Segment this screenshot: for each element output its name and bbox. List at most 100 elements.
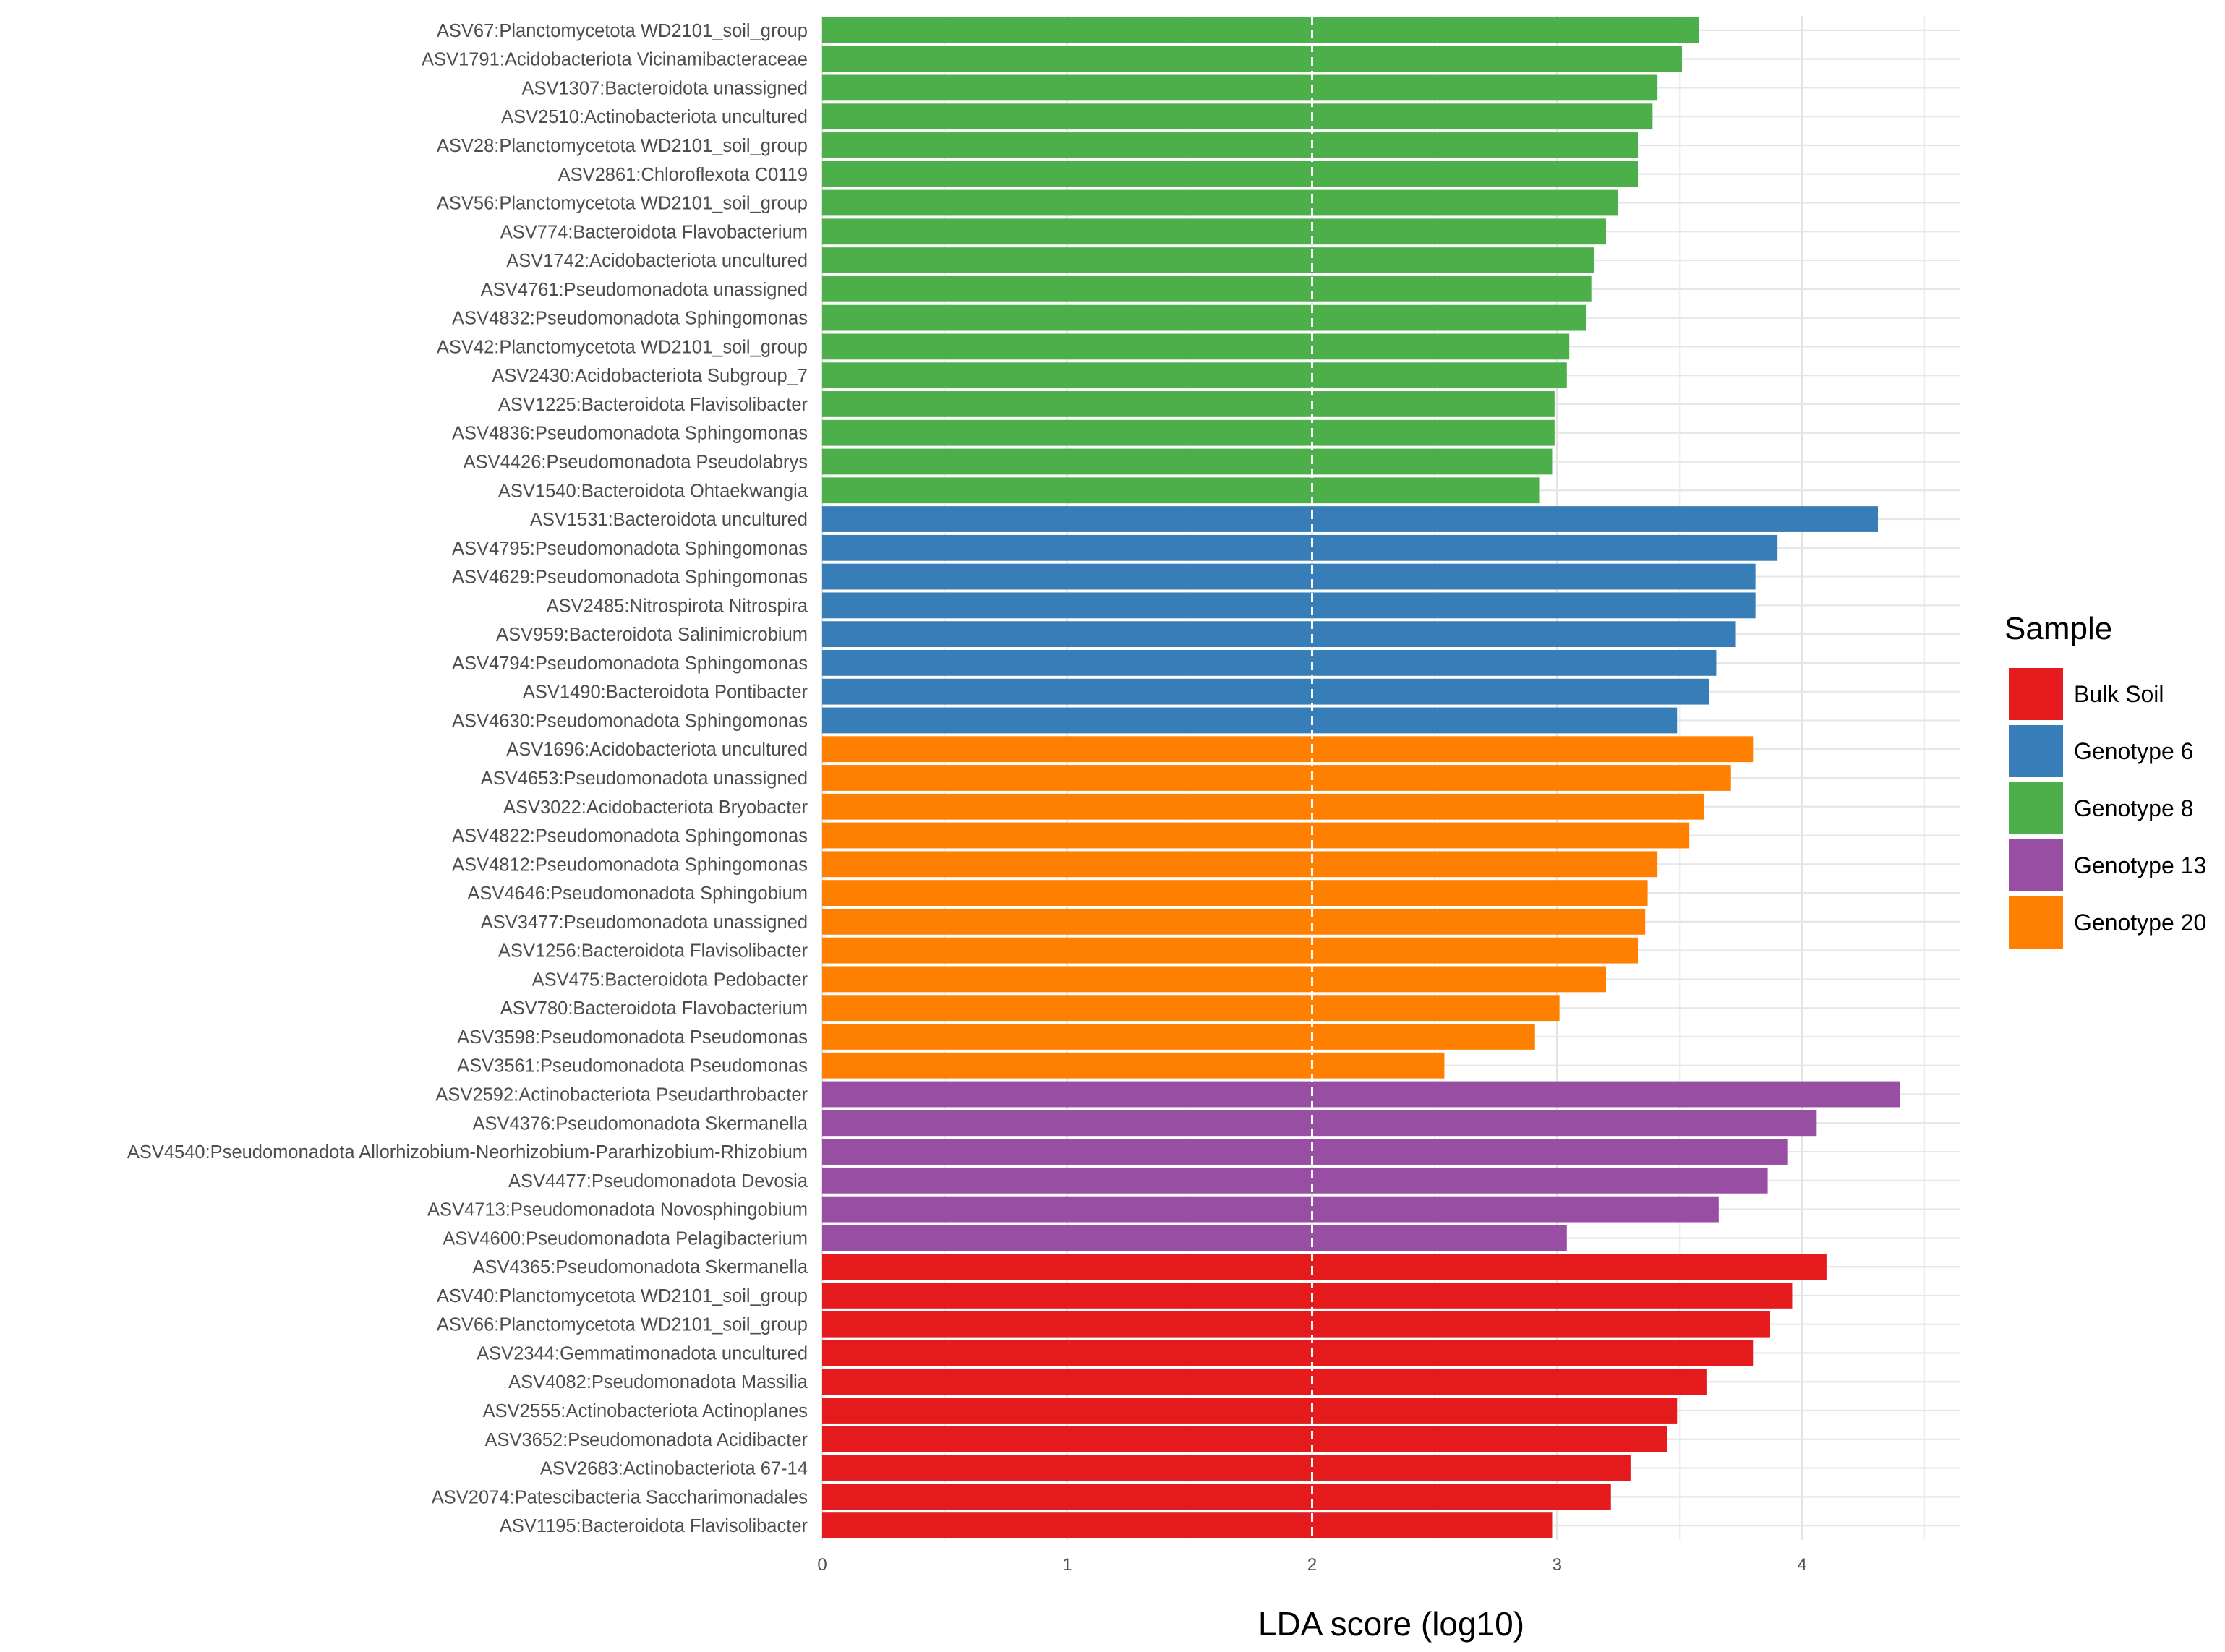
bar [822,822,1690,849]
category-label: ASV42:Planctomycetota WD2101_soil_group [437,337,808,357]
bar [822,132,1639,158]
bar [822,1024,1535,1050]
x-tick-label: 1 [1062,1555,1072,1575]
category-label: ASV2074:Patescibacteria Saccharimonadale… [432,1487,808,1507]
bar [822,1052,1445,1079]
category-label: ASV4822:Pseudomonadota Sphingomonas [452,826,808,847]
category-label: ASV1742:Acidobacteriota uncultured [506,251,808,271]
category-label: ASV3652:Pseudomonadota Acidibacter [484,1430,808,1450]
category-label: ASV2485:Nitrospirota Nitrospira [547,596,808,616]
legend-swatch [2009,725,2063,777]
bar [822,765,1731,791]
bar [822,534,1778,561]
bar [822,218,1606,245]
legend-swatch [2009,668,2063,720]
category-label: ASV28:Planctomycetota WD2101_soil_group [437,136,808,156]
bar [822,851,1658,878]
bar [822,937,1639,964]
category-label: ASV1531:Bacteroidota uncultured [530,510,808,530]
bar [822,966,1606,993]
bar [822,793,1704,820]
bar [822,1455,1631,1481]
category-label: ASV4365:Pseudomonadota Skermanella [472,1257,808,1277]
category-label: ASV1225:Bacteroidota Flavisolibacter [498,395,808,415]
legend-label: Bulk Soil [2074,681,2164,707]
legend-swatch [2009,782,2063,834]
legend-title: Sample [2004,611,2112,646]
category-label: ASV66:Planctomycetota WD2101_soil_group [437,1315,808,1335]
category-label: ASV4794:Pseudomonadota Sphingomonas [452,654,808,674]
category-label: ASV2683:Actinobacteriota 67-14 [540,1459,808,1479]
bar [822,1340,1754,1366]
category-label: ASV2861:Chloroflexota C0119 [558,165,808,185]
bar [822,995,1560,1022]
bar [822,880,1648,906]
legend-swatch [2009,896,2063,949]
bar [822,1484,1611,1510]
category-label: ASV2592:Actinobacteriota Pseudarthrobact… [435,1085,808,1105]
category-label: ASV4426:Pseudomonadota Pseudolabrys [464,452,808,472]
category-label: ASV1791:Acidobacteriota Vicinamibacterac… [422,50,808,70]
category-label: ASV40:Planctomycetota WD2101_soil_group [437,1286,808,1306]
bar [822,103,1653,130]
category-label: ASV1696:Acidobacteriota uncultured [506,740,808,760]
x-axis-title: LDA score (log10) [1258,1605,1524,1643]
bar [822,1369,1707,1395]
bar [822,304,1586,331]
category-label: ASV1490:Bacteroidota Pontibacter [523,682,808,703]
category-label: ASV2344:Gemmatimonadota uncultured [477,1343,808,1364]
category-label: ASV1307:Bacteroidota unassigned [521,78,808,98]
x-tick-label: 3 [1553,1555,1562,1575]
bars [822,17,1900,1539]
bar [822,506,1879,532]
bar [822,563,1756,590]
category-label: ASV780:Bacteroidota Flavobacterium [500,998,808,1019]
category-label: ASV1256:Bacteroidota Flavisolibacter [498,941,808,962]
category-label: ASV4795:Pseudomonadota Sphingomonas [452,539,808,559]
bar [822,161,1639,187]
bar [822,678,1709,705]
category-label: ASV4629:Pseudomonadota Sphingomonas [452,568,808,588]
bar [822,362,1567,389]
category-label: ASV4653:Pseudomonadota unassigned [481,769,808,789]
category-label: ASV4540:Pseudomonadota Allorhizobium-Neo… [127,1142,808,1163]
bar [822,1283,1793,1309]
category-label: ASV4630:Pseudomonadota Sphingomonas [452,711,808,731]
category-label: ASV2430:Acidobacteriota Subgroup_7 [492,366,808,386]
bar [822,1139,1788,1165]
bar [822,1225,1567,1251]
category-label: ASV4477:Pseudomonadota Devosia [508,1171,808,1191]
bar [822,477,1540,504]
legend-label: Genotype 6 [2074,738,2193,764]
bar [822,46,1683,72]
category-label: ASV56:Planctomycetota WD2101_soil_group [437,194,808,214]
legend: Sample Bulk Soil Genotype 6 Genotype 8 Geno… [2004,611,2206,949]
category-label: ASV4376:Pseudomonadota Skermanella [472,1113,808,1134]
bar [822,621,1736,648]
bar [822,908,1646,935]
bar [822,1426,1667,1452]
bar [822,391,1555,417]
bar [822,1512,1553,1539]
bar [822,448,1553,475]
category-label: ASV67:Planctomycetota WD2101_soil_group [437,21,808,41]
category-label: ASV3022:Acidobacteriota Bryobacter [503,797,808,818]
bar [822,419,1555,446]
category-label: ASV1195:Bacteroidota Flavisolibacter [500,1516,808,1536]
bar [822,275,1592,302]
x-tick-label: 0 [817,1555,827,1575]
x-tick-label: 2 [1307,1555,1317,1575]
category-label: ASV4600:Pseudomonadota Pelagibacterium [443,1228,808,1249]
category-label: ASV774:Bacteroidota Flavobacterium [500,222,808,242]
bar [822,1081,1900,1108]
category-label: ASV4713:Pseudomonadota Novosphingobium [427,1200,808,1220]
category-label: ASV2555:Actinobacteriota Actinoplanes [483,1401,808,1421]
x-tick-label: 4 [1797,1555,1806,1575]
bar [822,707,1678,734]
bar [822,1254,1827,1280]
bar [822,189,1618,216]
bar [822,247,1594,273]
category-label: ASV4812:Pseudomonadota Sphingomonas [452,855,808,875]
legend-swatch [2009,839,2063,891]
